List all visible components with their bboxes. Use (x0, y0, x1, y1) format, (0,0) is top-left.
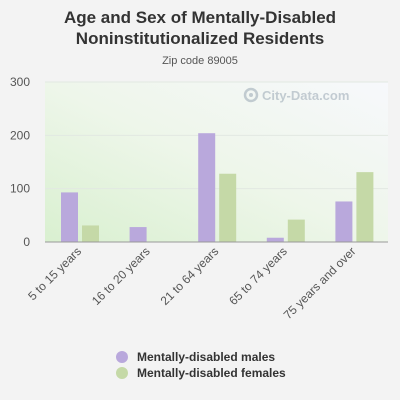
y-tick-label: 200 (10, 128, 30, 142)
plot-area (45, 82, 388, 242)
bar-females (219, 173, 237, 242)
bar-males (129, 227, 147, 242)
chart-subtitle: Zip code 89005 (162, 55, 238, 67)
y-tick-label: 300 (10, 75, 30, 89)
legend-label-females: Mentally-disabled females (137, 366, 286, 380)
x-tick-label: 16 to 20 years (89, 244, 153, 308)
legend-swatch-females (116, 367, 128, 379)
x-tick-label: 65 to 74 years (226, 244, 290, 308)
chart-title-line2: Noninstitutionalized Residents (75, 29, 325, 48)
legend-item-females: Mentally-disabled females (116, 365, 286, 381)
bar-males (198, 133, 216, 242)
y-tick-label: 0 (23, 235, 30, 249)
watermark: City-Data.com (243, 87, 349, 103)
legend: Mentally-disabled males Mentally-disable… (116, 349, 286, 381)
bar-females (356, 172, 374, 242)
y-tick-label: 100 (10, 182, 30, 196)
bar-females (287, 219, 305, 242)
bar-males (61, 192, 78, 242)
legend-swatch-males (116, 351, 128, 363)
bar-females (82, 225, 99, 242)
legend-label-males: Mentally-disabled males (137, 350, 276, 364)
legend-item-males: Mentally-disabled males (116, 349, 286, 365)
bar-males (335, 201, 353, 242)
watermark-text: City-Data.com (262, 88, 349, 103)
x-tick-label: 5 to 15 years (25, 244, 84, 303)
x-tick-label: 75 years and over (281, 244, 359, 322)
chart-title-line1: Age and Sex of Mentally-Disabled (63, 8, 337, 27)
bar-males (266, 237, 284, 242)
x-tick-label: 21 to 64 years (158, 244, 222, 308)
